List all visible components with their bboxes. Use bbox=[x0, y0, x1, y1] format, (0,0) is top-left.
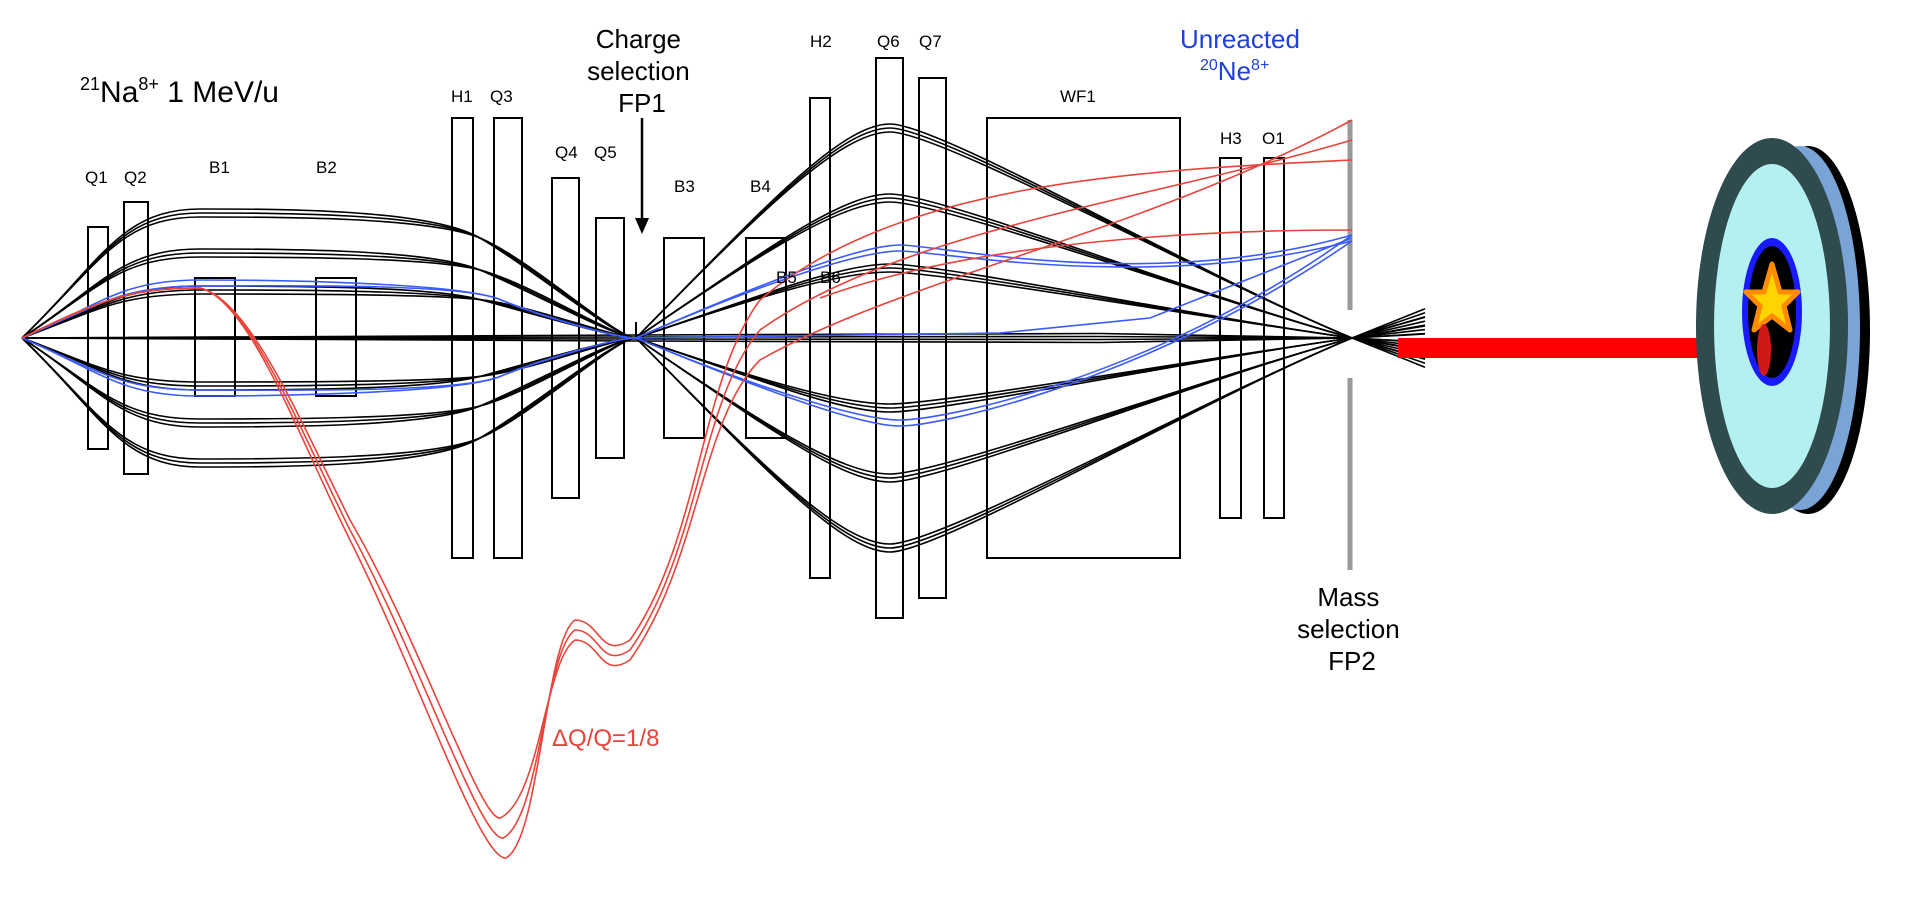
trajectory-line bbox=[21, 312, 1426, 549]
trajectory-line bbox=[21, 131, 1426, 368]
unreacted-species-label: 20Ne8+ bbox=[1200, 56, 1269, 86]
trajectory-line bbox=[21, 127, 1426, 364]
beam-spot-icon bbox=[1757, 324, 1771, 376]
charge-selection-label: Charge selection FP1 bbox=[587, 24, 697, 118]
star-icon bbox=[1743, 261, 1801, 333]
label-Q2: Q2 bbox=[124, 168, 147, 187]
element-labels: Q1 Q2 B1 B2 H1 Q3 Q4 Q5 B3 B4 B5 B6 H2 Q… bbox=[85, 32, 1285, 287]
label-Q6: Q6 bbox=[877, 32, 900, 51]
label-B2: B2 bbox=[316, 158, 337, 177]
element-Q5 bbox=[595, 217, 625, 459]
optical-elements bbox=[87, 57, 1285, 619]
label-Q5: Q5 bbox=[594, 143, 617, 162]
trajectories-unreacted bbox=[21, 234, 1353, 427]
element-WF1 bbox=[986, 117, 1181, 559]
unreacted-trajectory-line bbox=[635, 237, 1353, 339]
element-Q6 bbox=[875, 57, 904, 619]
label-H3: H3 bbox=[1220, 129, 1242, 148]
label-Q1: Q1 bbox=[85, 168, 108, 187]
dq-label: ΔQ/Q=1/8 bbox=[552, 725, 659, 752]
label-B5: B5 bbox=[776, 268, 797, 287]
element-Q4 bbox=[551, 177, 580, 499]
trajectory-line bbox=[21, 325, 1426, 339]
trajectory-line bbox=[21, 123, 1426, 360]
label-H2: H2 bbox=[810, 32, 832, 51]
fp1-arrow-head bbox=[635, 218, 649, 234]
trajectory-line bbox=[21, 337, 1426, 351]
element-H2 bbox=[809, 97, 831, 579]
unreacted-trajectory-line bbox=[21, 240, 1353, 339]
label-Q3: Q3 bbox=[490, 87, 513, 106]
trajectory-line bbox=[21, 337, 1426, 343]
trajectory-line bbox=[21, 333, 1426, 339]
label-B3: B3 bbox=[674, 177, 695, 196]
trajectories-rejected bbox=[21, 119, 1353, 859]
trajectory-line bbox=[21, 316, 1426, 553]
element-B4 bbox=[745, 237, 787, 439]
detector bbox=[1696, 138, 1870, 514]
label-Q4: Q4 bbox=[555, 143, 578, 162]
label-WF1: WF1 bbox=[1060, 87, 1096, 106]
unreacted-label: Unreacted bbox=[1180, 24, 1300, 54]
unreacted-trajectory-line bbox=[21, 240, 1353, 427]
trajectory-line bbox=[21, 197, 1426, 356]
beam-line bbox=[1398, 338, 1760, 358]
element-Q7 bbox=[918, 77, 947, 599]
rejected-trajectory-line bbox=[21, 159, 1353, 859]
label-O1: O1 bbox=[1262, 129, 1285, 148]
label-Q7: Q7 bbox=[919, 32, 942, 51]
beam-label: 21Na8+ 1 MeV/u bbox=[80, 74, 279, 109]
rejected-trajectory-line bbox=[21, 119, 1353, 819]
mass-selection-label: Mass selection FP2 bbox=[1297, 582, 1407, 676]
label-B6: B6 bbox=[820, 268, 841, 287]
rejected-trajectory-line bbox=[819, 229, 1353, 299]
label-H1: H1 bbox=[451, 87, 473, 106]
label-B1: B1 bbox=[209, 158, 230, 177]
trajectories-black bbox=[21, 123, 1426, 553]
label-B4: B4 bbox=[750, 177, 771, 196]
